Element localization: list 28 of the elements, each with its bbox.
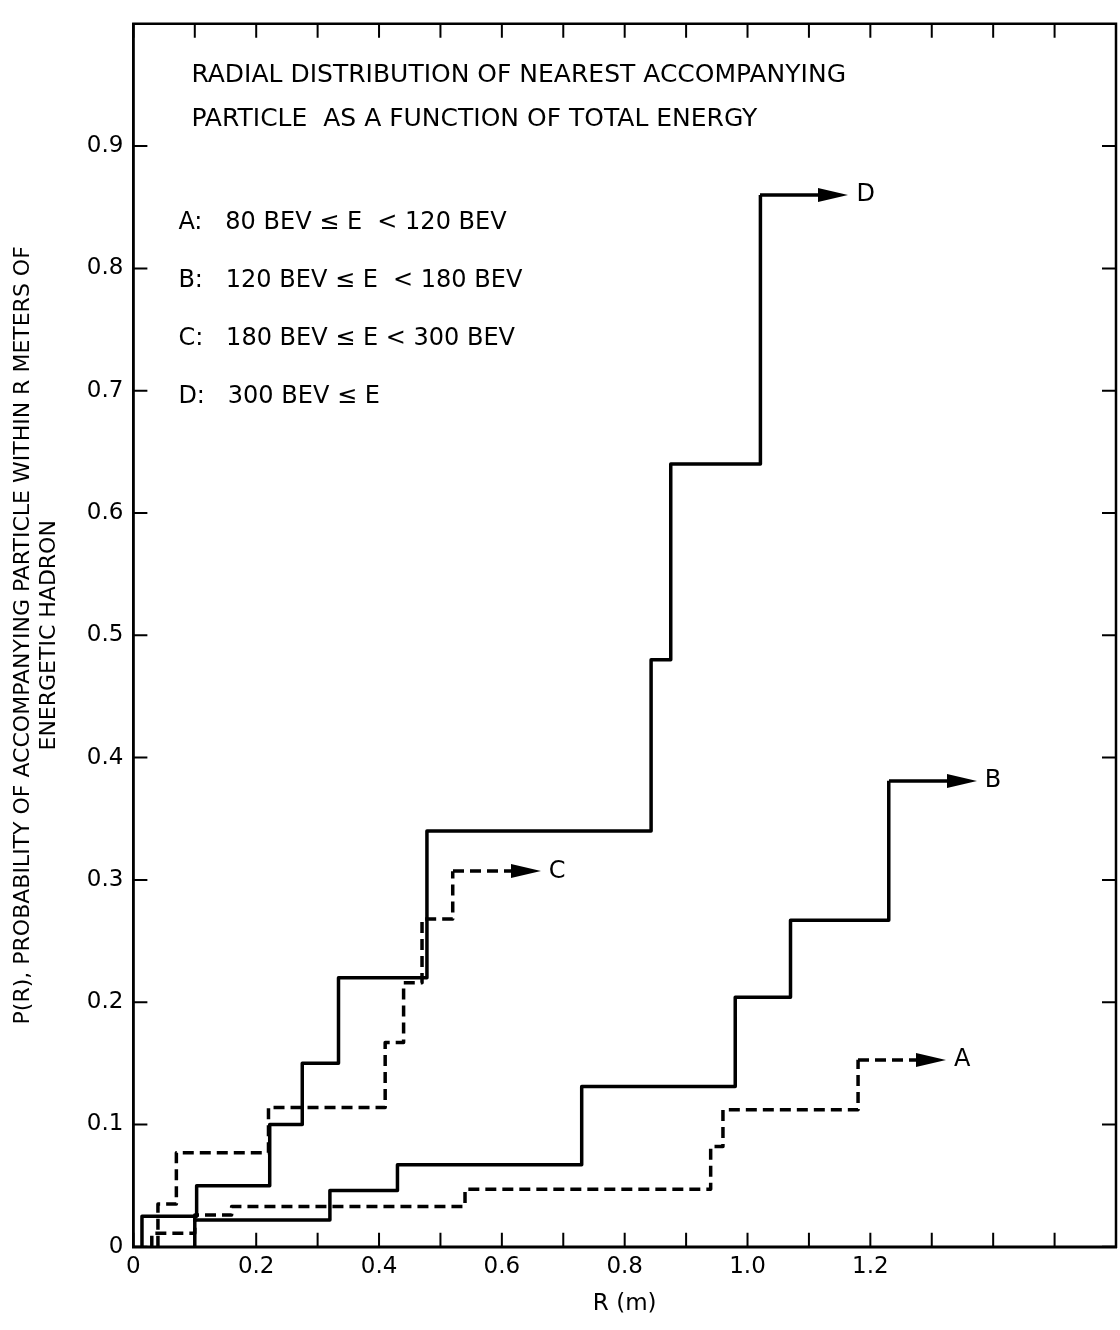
legend-label: D: [856, 179, 875, 208]
y-tick-label: 0.6: [86, 497, 124, 524]
y-tick-label: 0.4: [86, 742, 124, 769]
x-tick-label: 0.4: [360, 1251, 398, 1278]
annotation: A: 80 BEV ≤ E < 120 BEV: [178, 206, 508, 235]
legend-label: B: [984, 765, 1002, 794]
text: RADIAL DISTRIBUTION OF NEAREST ACCOMPANYING PARTICLE AS A FUNCTION OF TOTAL ENERGY: [191, 58, 847, 132]
y-axis-title: P(R), PROBABILITY OF ACCOMPANYING PARTICLE WITHIN R METERS OF ENERGETIC HADRON: [8, 246, 61, 1025]
y-tick-label: 0.7: [86, 375, 124, 402]
y-tick-label: 0.1: [86, 1109, 124, 1136]
x-tick-label: 0.6: [483, 1251, 521, 1278]
y-tick-label: 0.8: [86, 253, 124, 280]
annotation: C: 180 BEV ≤ E < 300 BEV: [178, 322, 516, 351]
y-tick-label: 0.3: [86, 864, 124, 891]
x-tick-label: 0.2: [237, 1251, 275, 1278]
legend-label: A: [954, 1043, 972, 1072]
x-tick-label: 1.2: [852, 1251, 889, 1278]
x-tick-label: 0: [126, 1251, 141, 1278]
y-tick-label: 0.5: [86, 620, 124, 647]
legend-label: C: [548, 855, 566, 884]
x-axis-title: R (m): [592, 1289, 657, 1316]
annotation: B: 120 BEV ≤ E < 180 BEV: [178, 264, 523, 293]
y-tick-label: 0.2: [86, 987, 124, 1014]
annotation: D: 300 BEV ≤ E: [178, 380, 380, 409]
y-tick-label: 0.9: [86, 131, 124, 158]
x-tick-label: 0.8: [606, 1251, 643, 1278]
x-tick-label: 1.0: [729, 1251, 766, 1278]
y-tick-label: 0: [108, 1231, 124, 1258]
